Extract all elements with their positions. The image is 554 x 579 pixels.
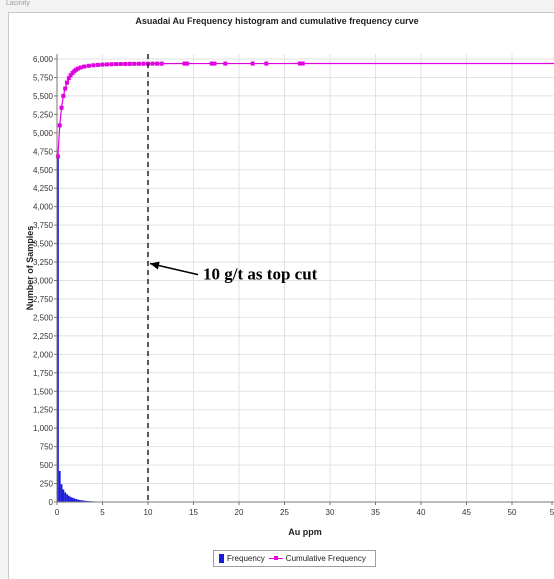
cumulative-frequency-point [60,106,64,110]
x-tick-label: 5 [550,508,554,517]
x-tick-label: 15 [189,508,198,517]
y-tick-label: 3,750 [33,221,54,230]
y-tick-label: 500 [40,461,54,470]
x-axis-title: Au ppm [288,527,322,537]
legend-swatch-cumulative [269,554,283,563]
legend-item-frequency: Frequency [219,554,265,563]
cumulative-frequency-point [128,62,132,66]
frequency-bar [68,496,70,502]
x-tick-label: 5 [100,508,105,517]
y-tick-label: 750 [40,443,54,452]
cumulative-frequency-point [251,62,255,66]
y-tick-label: 250 [40,480,54,489]
x-tick-label: 20 [235,508,244,517]
cumulative-frequency-point [101,63,105,67]
x-tick-label: 10 [144,508,153,517]
y-tick-label: 3,250 [33,258,54,267]
cumulative-frequency-point [264,62,268,66]
y-tick-label: 5,500 [33,92,54,101]
y-tick-label: 1,250 [33,406,54,415]
cumulative-frequency-point [151,62,155,66]
cumulative-frequency-point [65,81,69,85]
legend-label-cumulative: Cumulative Frequency [286,554,366,563]
cumulative-frequency-point [223,62,227,66]
x-tick-label: 35 [371,508,380,517]
frequency-bar [70,497,72,502]
legend-item-cumulative: Cumulative Frequency [269,554,366,563]
x-tick-label: 50 [508,508,517,517]
y-tick-label: 2,750 [33,295,54,304]
cumulative-frequency-point [96,63,100,67]
x-tick-label: 25 [280,508,289,517]
cumulative-frequency-point [61,94,65,98]
cumulative-frequency-point [91,63,95,67]
cumulative-frequency-point [141,62,145,66]
legend-label-frequency: Frequency [227,554,265,563]
cumulative-frequency-point [212,62,216,66]
y-tick-label: 5,000 [33,129,54,138]
cumulative-frequency-point [119,62,123,66]
y-tick-label: 4,000 [33,203,54,212]
cumulative-frequency-point [155,62,159,66]
y-axis-title: Number of Samples [25,226,35,311]
frequency-bar [66,494,68,502]
cumulative-frequency-point [82,65,86,69]
cumulative-frequency-point [137,62,141,66]
y-tick-label: 2,000 [33,350,54,359]
frequency-bar [59,471,61,502]
y-tick-label: 0 [49,498,54,507]
y-tick-label: 1,750 [33,369,54,378]
x-tick-label: 40 [417,508,426,517]
y-tick-label: 2,500 [33,313,54,322]
cumulative-frequency-point [110,62,114,66]
frequency-bar [72,498,74,502]
cumulative-frequency-point [79,65,83,69]
cumulative-frequency-point [105,62,109,66]
annotation-text: 10 g/t as top cut [203,265,318,284]
frequency-bar [73,498,75,502]
cumulative-frequency-point [160,62,164,66]
y-tick-label: 5,750 [33,73,54,82]
y-tick-label: 4,750 [33,147,54,156]
x-tick-label: 0 [55,508,60,517]
cumulative-frequency-point [301,62,305,66]
legend: Frequency Cumulative Frequency [213,550,376,567]
cumulative-frequency-point [123,62,127,66]
x-tick-label: 45 [462,508,471,517]
cumulative-frequency-point [58,123,62,127]
y-tick-label: 4,500 [33,166,54,175]
y-tick-label: 2,250 [33,332,54,341]
y-tick-label: 1,500 [33,387,54,396]
x-tick-label: 30 [326,508,335,517]
cumulative-frequency-point [114,62,118,66]
y-tick-label: 3,000 [33,277,54,286]
cumulative-frequency-point [63,87,67,91]
y-tick-label: 3,500 [33,240,54,249]
cumulative-frequency-point [132,62,136,66]
y-tick-label: 5,250 [33,110,54,119]
legend-swatch-frequency [219,554,224,563]
cumulative-frequency-point [185,62,189,66]
frequency-bar [62,489,64,502]
frequency-bar [64,492,66,502]
y-tick-label: 6,000 [33,55,54,64]
y-tick-label: 4,250 [33,184,54,193]
cumulative-frequency-point [87,64,91,68]
y-tick-label: 1,000 [33,424,54,433]
frequency-bar [61,484,63,502]
